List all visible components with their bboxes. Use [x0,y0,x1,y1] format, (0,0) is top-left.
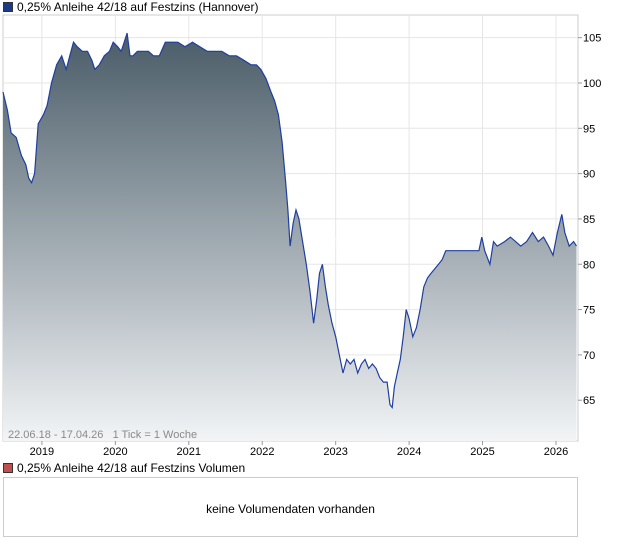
volume-panel: keine Volumendaten vorhanden [3,477,578,537]
price-legend-swatch [3,2,13,12]
x-tick-label: 2023 [323,446,347,458]
y-tick-label: 65 [583,395,595,407]
x-axis-ticks: 2019 2020 2021 2022 2023 2024 2025 2026 [30,441,568,458]
price-legend-label: 0,25% Anleihe 42/18 auf Festzins (Hannov… [17,0,259,14]
volume-legend-label: 0,25% Anleihe 42/18 auf Festzins Volumen [17,461,246,475]
watermark: CHECK [309,227,389,252]
volume-message: keine Volumendaten vorhanden [206,502,375,516]
price-area [3,33,577,441]
range-info: 22.06.18 - 17.04.26 1 Tick = 1 Woche [8,429,197,441]
y-tick-label: 105 [583,33,601,45]
y-tick-label: 95 [583,123,595,135]
x-tick-label: 2024 [397,446,421,458]
price-line [2,32,578,410]
y-tick-label: 80 [583,259,595,271]
price-legend: 0,25% Anleihe 42/18 auf Festzins (Hannov… [3,0,258,14]
y-tick-label: 85 [583,214,595,226]
x-tick-label: 2025 [470,446,494,458]
x-tick-label: 2019 [30,446,54,458]
x-tick-label: 2022 [250,446,274,458]
volume-legend-swatch [3,463,13,473]
y-tick-label: 100 [583,78,601,90]
x-tick-label: 2020 [103,446,127,458]
y-tick-label: 70 [583,350,595,362]
price-chart: CHECK 22.06.18 - 17.04.26 1 Tick = 1 Woc… [2,14,601,458]
x-tick-label: 2021 [177,446,201,458]
x-tick-label: 2026 [544,446,568,458]
volume-legend: 0,25% Anleihe 42/18 auf Festzins Volumen [3,461,245,475]
y-axis-ticks: 65 70 75 80 85 90 95 100 105 [578,33,601,407]
y-tick-label: 75 [583,305,595,317]
y-tick-label: 90 [583,169,595,181]
